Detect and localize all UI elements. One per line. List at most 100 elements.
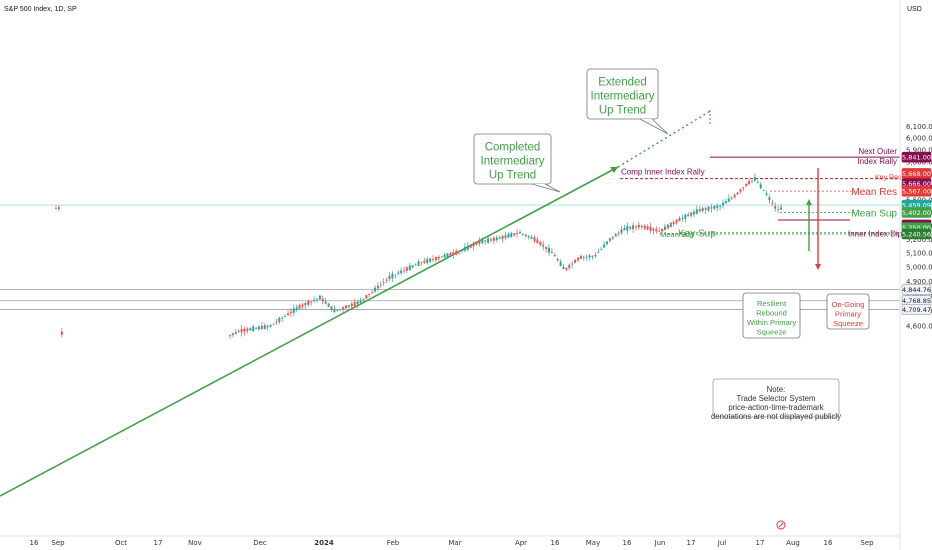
candle-body — [432, 259, 434, 260]
candle-body — [324, 301, 327, 304]
candle-body — [258, 326, 260, 330]
candle-body — [330, 306, 333, 310]
callout-box — [586, 68, 659, 120]
callout-box — [473, 133, 552, 185]
price-tag-label: 5,841.00 — [902, 154, 931, 162]
callout-line: Primary — [835, 310, 861, 319]
candle-body — [742, 187, 745, 189]
candle-body — [414, 264, 417, 266]
candle-body — [556, 258, 559, 261]
extended-trend-line — [617, 109, 713, 168]
candle-body — [379, 284, 382, 286]
candle-body — [463, 246, 466, 251]
candle-body — [492, 237, 495, 241]
candle-body — [597, 252, 600, 254]
price-tag-label: 4,844.76 — [902, 286, 931, 294]
price-tag-label: 5,402.00 — [902, 209, 931, 217]
mean-res-label: Mean Res — [851, 187, 897, 198]
candle-body — [577, 257, 579, 261]
candle-body — [533, 237, 536, 242]
candle-body — [434, 256, 437, 261]
candle-body — [611, 236, 614, 239]
candle-body — [530, 237, 533, 239]
candle-body — [313, 300, 316, 301]
callout-line: Intermediary — [481, 156, 545, 168]
candle-body — [637, 224, 640, 228]
annotations: Extended Intermediary Up Trend Completed Int… — [473, 68, 903, 530]
candle-body — [461, 249, 463, 251]
candle-body — [629, 226, 632, 229]
x-tick-label: 16 — [623, 539, 632, 547]
y-tick-label: 5,000.00 — [906, 264, 932, 272]
candle-body — [455, 250, 458, 255]
candle-body — [231, 333, 234, 336]
candle-body — [591, 256, 594, 257]
candle-body — [394, 274, 397, 276]
candle-body — [698, 209, 701, 212]
price-tag: 5,841.00 — [901, 151, 932, 163]
callout-box — [826, 293, 870, 330]
price-tag: 5,240.56 — [901, 228, 932, 240]
candle-body — [669, 222, 672, 228]
candle-body — [643, 225, 646, 229]
candle-body — [237, 330, 240, 332]
candle-body — [255, 327, 258, 329]
trend-lines — [0, 109, 821, 497]
candle-body — [289, 311, 292, 314]
candle-body — [272, 323, 275, 325]
rebound-arrow-head — [806, 199, 812, 205]
candle-body — [57, 207, 60, 210]
candle-body — [690, 212, 693, 216]
price-tag: 5,668.00 — [901, 168, 932, 179]
event-marker-icon — [776, 520, 786, 530]
candle-body — [777, 209, 780, 211]
callout-line: Trade Selector System — [736, 394, 815, 403]
x-tick-label: May — [586, 539, 600, 547]
candle-body — [307, 300, 310, 305]
x-tick-label: 17 — [687, 539, 696, 547]
candle-body — [284, 316, 287, 318]
completed-trend-line — [0, 166, 619, 497]
price-tag: 5,567.00 — [901, 185, 932, 197]
price-tag-label: 5,668.00 — [902, 170, 931, 178]
y-tick-label: 6,100.00 — [906, 123, 932, 131]
price-tag-box — [901, 151, 932, 163]
x-tick-label: Apr — [515, 539, 527, 547]
candle-body — [275, 321, 278, 323]
candle-body — [55, 207, 57, 209]
x-axis: 16 Sep Oct 17 Nov Dec 2024 Feb Mar Apr 16 May 16 Jun 1… — [30, 539, 875, 547]
candle-body — [733, 194, 736, 198]
callout-line: On-Going — [832, 300, 865, 309]
candle-body — [504, 235, 507, 238]
candle-body — [449, 253, 452, 256]
candle-body — [316, 298, 318, 300]
candle-body — [371, 291, 374, 293]
candle-body — [730, 198, 733, 199]
candle-body — [452, 252, 455, 256]
candle-body — [753, 177, 756, 181]
candle-body — [536, 239, 539, 244]
candle-body — [260, 325, 263, 330]
candle-body — [411, 265, 414, 268]
candle-body — [263, 325, 266, 329]
callout-line: Intermediary — [591, 91, 655, 103]
callout-line: Resilient — [757, 299, 787, 308]
price-tag: 5,402.00 — [901, 207, 932, 218]
key-sup-label: Key Sup — [678, 229, 716, 240]
candle-body — [672, 222, 675, 225]
price-tag-label: 4,768.85 — [902, 297, 931, 305]
candle-body — [376, 285, 379, 289]
candle-body — [318, 295, 321, 300]
callout-line: Completed — [485, 142, 541, 154]
x-tick-label: Jun — [654, 539, 666, 547]
candle-body — [695, 209, 698, 214]
y-tick-label: 4,600.00 — [906, 323, 932, 331]
x-tick-label: 16 — [551, 539, 560, 547]
candle-body — [559, 261, 562, 266]
candle-body — [684, 214, 687, 219]
candle-body — [429, 258, 432, 262]
callout-line: Squeeze — [833, 319, 863, 328]
candle-body — [397, 272, 400, 274]
candle-body — [475, 242, 478, 245]
